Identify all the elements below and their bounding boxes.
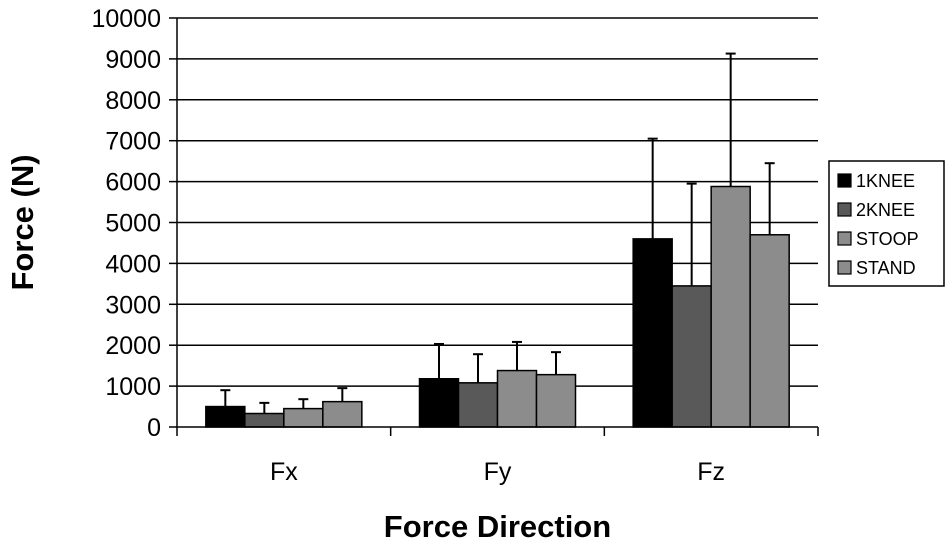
- y-tick-label: 7000: [105, 128, 161, 156]
- x-tick-label-fx: Fx: [270, 458, 298, 486]
- bar-1knee-fz: [632, 238, 673, 428]
- bar-stand-fx: [322, 400, 363, 428]
- legend-swatch-1knee: [837, 173, 852, 188]
- x-tick-label-fy: Fy: [484, 458, 512, 486]
- legend-label-stoop: STOOP: [856, 229, 919, 249]
- y-tick-label: 8000: [105, 87, 161, 115]
- bar-2knee-fy: [457, 382, 499, 428]
- axes: [169, 17, 819, 436]
- legend-swatch-stoop: [837, 231, 852, 246]
- x-tick-labels: Fx Fy Fz: [270, 458, 725, 486]
- y-tick-label: 3000: [105, 291, 161, 319]
- y-tick-label: 1000: [105, 373, 161, 401]
- gridlines: [177, 17, 818, 387]
- y-tick-label: 4000: [105, 250, 161, 278]
- y-tick-label: 9000: [105, 46, 161, 74]
- legend-label-stand: STAND: [856, 258, 916, 278]
- y-tick-label: 5000: [105, 210, 161, 238]
- bar-1knee-fy: [418, 377, 460, 428]
- y-tick-label: 2000: [105, 332, 161, 360]
- bars: [205, 185, 790, 428]
- bar-stand-fy: [535, 373, 577, 428]
- legend-label-1knee: 1KNEE: [856, 171, 915, 191]
- bar-stand-fz: [749, 234, 790, 428]
- bar-2knee-fz: [671, 285, 712, 428]
- legend-swatch-2knee: [837, 202, 852, 217]
- legend: 1KNEE 2KNEE STOOP STAND: [828, 160, 945, 287]
- y-tick-label: 10000: [91, 5, 161, 33]
- y-axis-title: Force (N): [5, 154, 40, 290]
- bar-stoop-fx: [283, 407, 324, 428]
- x-axis-title: Force Direction: [384, 509, 611, 544]
- error-bars: [220, 52, 775, 414]
- y-tick-label: 6000: [105, 169, 161, 197]
- x-tick-label-fz: Fz: [697, 458, 725, 486]
- bar-2knee-fx: [244, 412, 285, 428]
- legend-label-2knee: 2KNEE: [856, 200, 915, 220]
- y-tick-labels: 0 1000 2000 3000 4000 5000 6000 7000 8000 9000 100…: [91, 5, 161, 442]
- bar-stoop-fy: [496, 369, 538, 428]
- bar-1knee-fx: [205, 405, 246, 428]
- y-tick-label: 0: [147, 414, 161, 442]
- legend-swatch-stand: [837, 260, 852, 275]
- bar-stoop-fz: [710, 185, 751, 428]
